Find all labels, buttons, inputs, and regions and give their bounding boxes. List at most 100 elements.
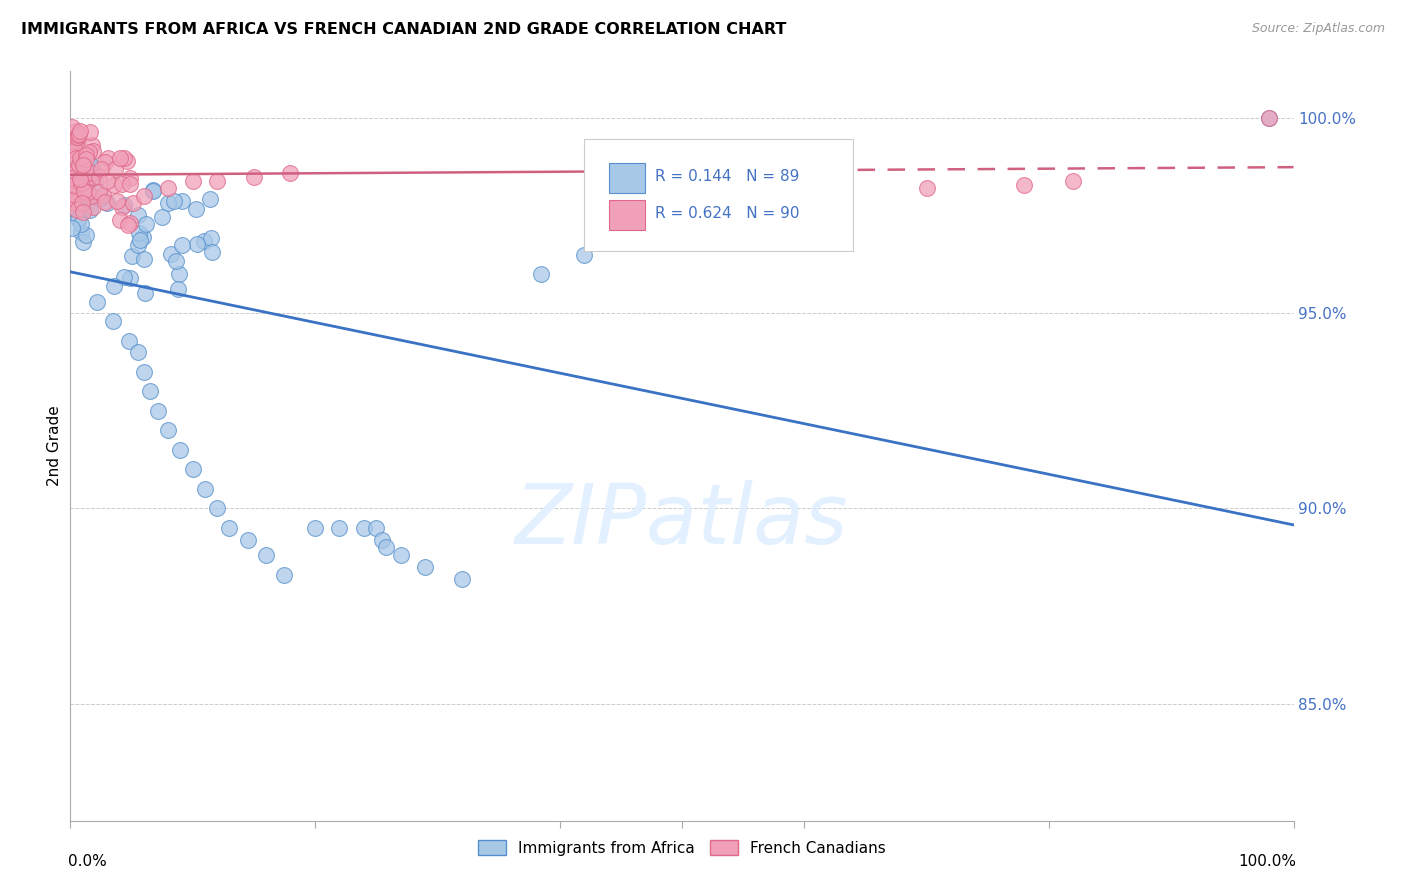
Point bbox=[62, 120, 84, 134]
FancyBboxPatch shape bbox=[609, 162, 645, 193]
Text: Source: ZipAtlas.com: Source: ZipAtlas.com bbox=[1251, 22, 1385, 36]
Point bbox=[76, 185, 98, 199]
Point bbox=[62, 189, 84, 203]
Point bbox=[65, 192, 87, 206]
Point bbox=[780, 220, 803, 235]
Point bbox=[91, 187, 114, 202]
Point bbox=[72, 205, 94, 219]
Point bbox=[73, 184, 96, 198]
Point bbox=[63, 184, 86, 198]
Point bbox=[76, 194, 98, 209]
Point bbox=[150, 210, 173, 224]
Point bbox=[389, 548, 412, 562]
Point bbox=[69, 211, 91, 226]
Point bbox=[60, 220, 83, 235]
Point bbox=[69, 151, 91, 165]
Point bbox=[121, 249, 143, 263]
Point bbox=[142, 183, 165, 197]
Point bbox=[63, 175, 86, 189]
Point bbox=[63, 156, 86, 170]
Point bbox=[77, 200, 100, 214]
Point bbox=[60, 184, 83, 198]
Point bbox=[65, 186, 87, 200]
Point bbox=[75, 153, 97, 167]
Point bbox=[169, 268, 191, 282]
Point bbox=[530, 267, 553, 281]
Point bbox=[353, 521, 375, 535]
Point bbox=[84, 177, 107, 191]
Point bbox=[1014, 178, 1036, 192]
Point bbox=[273, 567, 295, 582]
Point bbox=[184, 202, 207, 216]
Legend: Immigrants from Africa, French Canadians: Immigrants from Africa, French Canadians bbox=[472, 833, 891, 862]
Point bbox=[97, 151, 120, 165]
Point bbox=[70, 196, 93, 211]
Point bbox=[103, 161, 125, 176]
Point bbox=[127, 238, 149, 252]
Point bbox=[156, 195, 179, 210]
Point bbox=[96, 196, 118, 211]
Point bbox=[76, 155, 98, 169]
Point bbox=[111, 200, 134, 214]
Point bbox=[72, 193, 94, 207]
Point bbox=[69, 225, 91, 239]
Point bbox=[82, 166, 104, 180]
Point bbox=[105, 194, 128, 209]
Point bbox=[132, 365, 155, 379]
Point bbox=[79, 202, 101, 217]
Point bbox=[1062, 173, 1084, 187]
Point bbox=[366, 521, 388, 535]
Point bbox=[89, 185, 111, 199]
Point bbox=[82, 200, 104, 214]
Point bbox=[129, 233, 152, 247]
Point bbox=[66, 182, 89, 196]
Point bbox=[87, 169, 110, 184]
Point bbox=[60, 131, 83, 145]
Point bbox=[66, 128, 89, 142]
Y-axis label: 2nd Grade: 2nd Grade bbox=[46, 406, 62, 486]
Point bbox=[66, 203, 89, 218]
Point bbox=[101, 314, 124, 328]
Point bbox=[62, 186, 84, 201]
Point bbox=[181, 462, 204, 476]
Point bbox=[69, 124, 91, 138]
Point bbox=[80, 159, 103, 173]
Point bbox=[72, 158, 94, 172]
Point bbox=[70, 202, 93, 216]
Point bbox=[142, 184, 165, 198]
Point bbox=[66, 212, 89, 227]
Point bbox=[90, 161, 112, 176]
Point bbox=[198, 192, 221, 206]
Point bbox=[134, 285, 156, 300]
Point bbox=[72, 157, 94, 171]
Text: IMMIGRANTS FROM AFRICA VS FRENCH CANADIAN 2ND GRADE CORRELATION CHART: IMMIGRANTS FROM AFRICA VS FRENCH CANADIA… bbox=[21, 22, 786, 37]
Point bbox=[254, 548, 277, 562]
Point bbox=[450, 572, 472, 586]
Point bbox=[67, 158, 90, 172]
Point bbox=[201, 245, 224, 260]
Point bbox=[157, 181, 180, 195]
Point bbox=[1258, 111, 1281, 125]
Point bbox=[118, 171, 141, 186]
Point bbox=[134, 252, 156, 266]
Point bbox=[205, 173, 228, 187]
Point bbox=[194, 482, 217, 496]
Text: R = 0.624   N = 90: R = 0.624 N = 90 bbox=[655, 206, 800, 221]
Point bbox=[62, 194, 84, 209]
Point bbox=[62, 201, 84, 215]
Point bbox=[70, 196, 93, 211]
Point bbox=[75, 147, 97, 161]
Point bbox=[118, 334, 141, 348]
Text: 100.0%: 100.0% bbox=[1237, 855, 1296, 870]
Point bbox=[280, 166, 302, 180]
Point bbox=[1258, 111, 1281, 125]
Point bbox=[112, 198, 135, 212]
FancyBboxPatch shape bbox=[583, 139, 853, 252]
Point bbox=[413, 560, 436, 574]
Point bbox=[94, 194, 117, 209]
FancyBboxPatch shape bbox=[609, 200, 645, 230]
Point bbox=[82, 169, 104, 184]
Point bbox=[374, 541, 396, 555]
Point bbox=[77, 145, 100, 159]
Point bbox=[62, 178, 84, 193]
